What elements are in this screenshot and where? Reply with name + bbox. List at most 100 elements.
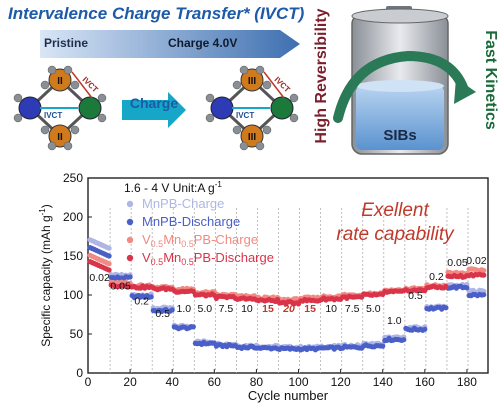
data-point — [464, 285, 470, 291]
charge-arrow: Charge — [122, 92, 186, 128]
legend-marker — [126, 218, 134, 226]
ion-label-top: II — [57, 76, 63, 87]
y-axis-label: Specific capacity (mAh g-1) — [38, 204, 53, 347]
data-point — [106, 261, 112, 267]
series-v0-5mn0-5pb-discharge — [87, 259, 487, 307]
x-tick-label: 120 — [331, 375, 351, 389]
rate-label: 1.0 — [387, 315, 402, 327]
annotation-line-2: rate capability — [336, 224, 455, 245]
pristine-label: Pristine — [44, 36, 88, 50]
y-tick-label: 50 — [70, 327, 84, 341]
fe-ion-charged — [270, 96, 294, 120]
mn-ion-charged — [210, 96, 234, 120]
ivct-fv-arrow-left — [71, 71, 93, 99]
rate-label: 0.5 — [155, 308, 170, 320]
cycle-arrow — [333, 50, 469, 123]
x-tick-label: 60 — [208, 375, 222, 389]
x-tick-label: 140 — [373, 375, 393, 389]
rate-label: 10 — [325, 303, 337, 315]
data-point — [148, 294, 154, 300]
rate-label: 15 — [262, 303, 274, 315]
data-point — [481, 292, 487, 298]
rate-label: 20 — [282, 303, 295, 315]
high-reversibility-label: High Reversibility — [313, 8, 330, 143]
x-tick-label: 80 — [250, 375, 264, 389]
charged-cluster: III III IVCT IVCT — [205, 65, 299, 151]
data-point — [401, 337, 407, 343]
ivct-fv-label-right: IVCT — [273, 75, 292, 94]
legend-label: MnPB-Discharge — [142, 214, 240, 229]
plot-frame — [87, 177, 489, 374]
data-point — [169, 307, 175, 313]
rate-label: 0.5 — [408, 290, 423, 302]
v-ion-bottom — [48, 124, 72, 148]
ion-label-top-charged: III — [248, 76, 257, 87]
rate-label: 15 — [304, 303, 316, 315]
charge-voltage-label: Charge 4.0V — [168, 36, 237, 50]
rate-label: 0.2 — [134, 295, 149, 307]
rate-label: 1.0 — [176, 303, 191, 315]
ivct-fv-label-left: IVCT — [81, 75, 100, 94]
y-tick-label: 0 — [76, 366, 83, 380]
legend-label: V0.5Mn0.5PB-Charge — [142, 232, 258, 249]
x-axis-label: Cycle number — [248, 388, 329, 403]
x-tick-label: 40 — [166, 375, 180, 389]
data-point — [106, 253, 112, 259]
rate-capability-chart: 0 20 40 60 80 100 120 140 160 180 0 50 100 150 200 250 C… — [38, 171, 489, 403]
y-tick-label: 150 — [63, 249, 83, 263]
battery-panel: High Reversibility Fast Kinetics SIBs — [313, 6, 499, 155]
battery-label: SIBs — [383, 127, 416, 144]
figure-title: Intervalence Charge Transfer* (IVCT) — [8, 4, 305, 23]
data-point — [443, 305, 449, 311]
data-point — [380, 343, 386, 349]
rate-label: 5.0 — [198, 303, 213, 315]
ivct-mv-label-right: IVCT — [236, 111, 254, 120]
legend-label: V0.5Mn0.5PB-Discharge — [142, 250, 274, 267]
y-tick-label: 200 — [63, 210, 83, 224]
x-tick-label: 180 — [457, 375, 477, 389]
ion-label-bottom-charged: III — [248, 132, 257, 143]
pristine-cluster: II II IVCT IVCT — [13, 65, 107, 151]
condition-label: 1.6 - 4 V Unit:A g-1 — [124, 180, 222, 195]
rate-label: 0.05 — [110, 281, 131, 293]
annotation-line-1: Exellent — [361, 200, 429, 221]
rate-label: 0.05 — [447, 257, 468, 269]
rate-label: 7.5 — [219, 303, 234, 315]
legend-marker — [126, 254, 134, 262]
data-point — [190, 324, 196, 330]
v-ion-top-charged — [240, 68, 264, 92]
v-ion-top — [48, 68, 72, 92]
data-point — [481, 267, 487, 274]
ivct-fv-arrow-right — [263, 71, 285, 99]
data-point — [422, 326, 428, 332]
rate-label: 0.02 — [466, 255, 487, 267]
data-point — [106, 267, 112, 273]
ion-label-bottom: II — [57, 132, 63, 143]
ivct-schematic: Pristine Charge 4.0V II II — [13, 30, 300, 151]
legend-marker — [126, 200, 134, 208]
rate-label: 5.0 — [366, 303, 381, 315]
data-point — [443, 283, 449, 289]
charge-arrow-label: Charge — [130, 95, 178, 111]
series-mnpb-discharge — [87, 245, 487, 353]
ivct-mv-label-left: IVCT — [44, 111, 62, 120]
rate-label: 10 — [241, 303, 253, 315]
y-tick-label: 100 — [63, 288, 83, 302]
v-ion-bottom-charged — [240, 124, 264, 148]
x-tick-label: 160 — [415, 375, 435, 389]
data-point — [481, 272, 487, 278]
fast-kinetics-label: Fast Kinetics — [482, 30, 499, 130]
rate-label: 0.2 — [429, 271, 444, 283]
rate-label: 7.5 — [345, 303, 360, 315]
x-tick-label: 0 — [85, 375, 92, 389]
battery-electrolyte — [356, 86, 444, 150]
x-tick-label: 20 — [123, 375, 137, 389]
data-point — [106, 245, 112, 251]
legend-marker — [126, 236, 134, 244]
x-tick-label: 100 — [289, 375, 309, 389]
data-point — [127, 274, 133, 280]
rate-label: 0.02 — [89, 272, 110, 284]
y-tick-label: 250 — [63, 171, 83, 185]
fe-ion — [78, 96, 102, 120]
